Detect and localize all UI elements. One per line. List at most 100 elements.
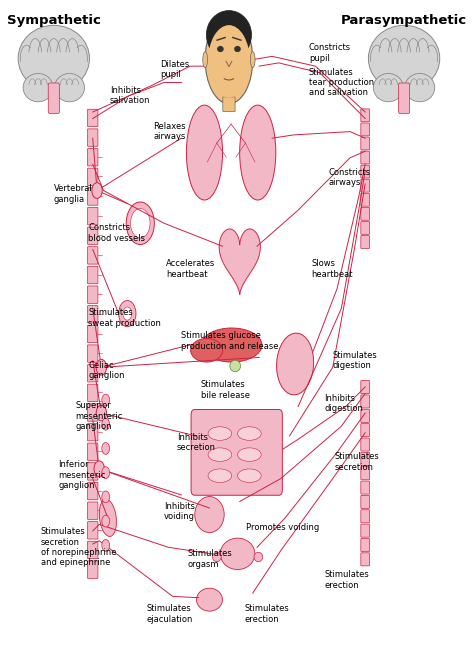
FancyBboxPatch shape	[361, 207, 369, 220]
FancyBboxPatch shape	[88, 541, 98, 559]
FancyBboxPatch shape	[88, 188, 98, 205]
FancyBboxPatch shape	[88, 286, 98, 303]
Ellipse shape	[191, 338, 223, 362]
Text: Stimulates
secretion
of norepinephrine
and epinephrine: Stimulates secretion of norepinephrine a…	[41, 527, 116, 567]
FancyBboxPatch shape	[88, 561, 98, 579]
FancyBboxPatch shape	[361, 165, 369, 178]
Circle shape	[96, 359, 107, 375]
FancyBboxPatch shape	[88, 482, 98, 500]
Text: Sympathetic: Sympathetic	[7, 14, 101, 27]
FancyBboxPatch shape	[88, 345, 98, 362]
FancyBboxPatch shape	[88, 266, 98, 284]
Ellipse shape	[99, 499, 117, 537]
FancyBboxPatch shape	[361, 524, 369, 537]
Text: Accelerates
heartbeat: Accelerates heartbeat	[166, 259, 216, 279]
Text: Stimulates
digestion: Stimulates digestion	[333, 351, 377, 371]
Ellipse shape	[374, 73, 403, 102]
Ellipse shape	[237, 427, 261, 440]
FancyBboxPatch shape	[191, 409, 283, 495]
Ellipse shape	[237, 448, 261, 461]
FancyBboxPatch shape	[88, 207, 98, 225]
Ellipse shape	[230, 360, 241, 372]
FancyBboxPatch shape	[361, 194, 369, 206]
Ellipse shape	[405, 73, 435, 102]
FancyBboxPatch shape	[88, 384, 98, 401]
Text: Stimulates
secretion: Stimulates secretion	[335, 453, 380, 472]
Ellipse shape	[208, 25, 250, 98]
Text: Stimulates
sweat production: Stimulates sweat production	[89, 308, 161, 328]
FancyBboxPatch shape	[88, 404, 98, 421]
FancyBboxPatch shape	[361, 510, 369, 523]
Text: Stimulates
orgasm: Stimulates orgasm	[188, 549, 233, 569]
Ellipse shape	[276, 333, 314, 395]
Text: Stimulates
ejaculation: Stimulates ejaculation	[147, 604, 193, 624]
FancyBboxPatch shape	[88, 227, 98, 245]
FancyBboxPatch shape	[361, 179, 369, 192]
Circle shape	[102, 394, 109, 406]
FancyBboxPatch shape	[361, 438, 369, 451]
Text: Constricts
pupil: Constricts pupil	[309, 43, 351, 63]
Text: Inhibits
secretion: Inhibits secretion	[177, 433, 216, 452]
FancyBboxPatch shape	[223, 97, 235, 112]
Text: Inhibits
salivation: Inhibits salivation	[110, 86, 151, 106]
FancyBboxPatch shape	[88, 325, 98, 342]
Ellipse shape	[208, 448, 232, 461]
Ellipse shape	[234, 46, 241, 52]
Ellipse shape	[250, 52, 255, 68]
Ellipse shape	[368, 26, 440, 92]
Ellipse shape	[201, 328, 262, 362]
FancyBboxPatch shape	[361, 409, 369, 422]
Text: Constricts
airways: Constricts airways	[328, 168, 371, 187]
FancyBboxPatch shape	[88, 247, 98, 264]
FancyBboxPatch shape	[361, 481, 369, 494]
Ellipse shape	[206, 10, 252, 59]
FancyBboxPatch shape	[88, 423, 98, 441]
FancyBboxPatch shape	[88, 443, 98, 461]
Text: Superior
mesenteric
ganglion: Superior mesenteric ganglion	[75, 401, 123, 431]
FancyBboxPatch shape	[361, 424, 369, 437]
Ellipse shape	[23, 73, 53, 102]
FancyBboxPatch shape	[88, 148, 98, 166]
FancyBboxPatch shape	[361, 222, 369, 234]
FancyBboxPatch shape	[88, 522, 98, 539]
FancyBboxPatch shape	[361, 151, 369, 164]
Ellipse shape	[212, 552, 221, 562]
Text: Inhibits
digestion: Inhibits digestion	[324, 394, 363, 413]
Text: Stimulates
bile release: Stimulates bile release	[201, 380, 250, 400]
FancyBboxPatch shape	[88, 129, 98, 146]
Circle shape	[92, 182, 102, 198]
Text: Parasympathetic: Parasympathetic	[341, 14, 467, 27]
Ellipse shape	[205, 16, 253, 104]
Ellipse shape	[126, 202, 155, 245]
Polygon shape	[219, 229, 260, 295]
Circle shape	[102, 467, 109, 479]
Circle shape	[118, 300, 136, 327]
Circle shape	[94, 461, 104, 477]
Text: Stimulates
erection: Stimulates erection	[244, 604, 289, 624]
Circle shape	[102, 443, 109, 455]
Text: Inferior
mesenteric
ganglion: Inferior mesenteric ganglion	[58, 461, 106, 490]
Text: Slows
heartbeat: Slows heartbeat	[311, 259, 353, 279]
FancyBboxPatch shape	[361, 123, 369, 136]
Ellipse shape	[18, 26, 90, 92]
FancyBboxPatch shape	[88, 462, 98, 480]
Text: Inhibits
voiding: Inhibits voiding	[164, 502, 195, 521]
FancyBboxPatch shape	[88, 306, 98, 323]
Circle shape	[102, 491, 109, 502]
FancyBboxPatch shape	[361, 539, 369, 552]
Text: Stimulates
erection: Stimulates erection	[324, 570, 369, 590]
FancyBboxPatch shape	[361, 466, 369, 480]
Ellipse shape	[197, 588, 222, 611]
Ellipse shape	[240, 105, 276, 200]
FancyBboxPatch shape	[361, 380, 369, 394]
FancyBboxPatch shape	[361, 109, 369, 122]
Ellipse shape	[217, 46, 224, 52]
Circle shape	[102, 539, 109, 551]
FancyBboxPatch shape	[361, 495, 369, 508]
Ellipse shape	[208, 427, 232, 440]
Ellipse shape	[254, 552, 263, 562]
FancyBboxPatch shape	[88, 110, 98, 127]
Circle shape	[96, 405, 107, 421]
Text: Celiac
ganglion: Celiac ganglion	[89, 361, 125, 380]
Text: Vertebral
ganglia: Vertebral ganglia	[54, 184, 92, 203]
